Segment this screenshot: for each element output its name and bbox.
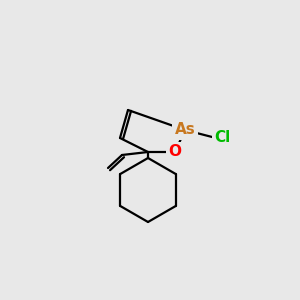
Text: Cl: Cl bbox=[214, 130, 230, 146]
Text: O: O bbox=[169, 145, 182, 160]
Text: As: As bbox=[175, 122, 195, 137]
